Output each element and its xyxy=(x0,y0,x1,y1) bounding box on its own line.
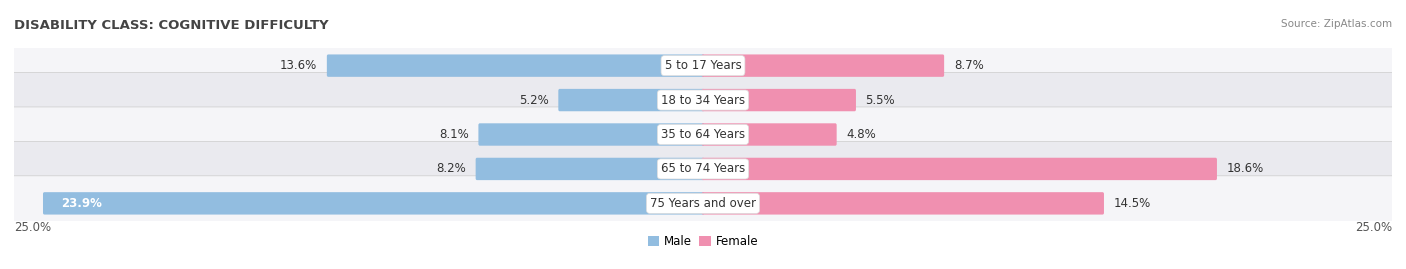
Text: 14.5%: 14.5% xyxy=(1114,197,1152,210)
Text: 8.1%: 8.1% xyxy=(439,128,468,141)
Legend: Male, Female: Male, Female xyxy=(643,230,763,253)
FancyBboxPatch shape xyxy=(6,38,1400,93)
Text: 35 to 64 Years: 35 to 64 Years xyxy=(661,128,745,141)
FancyBboxPatch shape xyxy=(6,176,1400,231)
Text: 5 to 17 Years: 5 to 17 Years xyxy=(665,59,741,72)
Text: 5.5%: 5.5% xyxy=(866,94,896,107)
FancyBboxPatch shape xyxy=(702,54,945,77)
Text: 8.7%: 8.7% xyxy=(953,59,984,72)
FancyBboxPatch shape xyxy=(702,123,837,146)
FancyBboxPatch shape xyxy=(478,123,704,146)
FancyBboxPatch shape xyxy=(475,158,704,180)
Text: DISABILITY CLASS: COGNITIVE DIFFICULTY: DISABILITY CLASS: COGNITIVE DIFFICULTY xyxy=(14,19,329,32)
Text: 65 to 74 Years: 65 to 74 Years xyxy=(661,162,745,175)
Text: 4.8%: 4.8% xyxy=(846,128,876,141)
FancyBboxPatch shape xyxy=(6,107,1400,162)
FancyBboxPatch shape xyxy=(702,192,1104,215)
Text: 5.2%: 5.2% xyxy=(519,94,548,107)
FancyBboxPatch shape xyxy=(44,192,704,215)
Text: Source: ZipAtlas.com: Source: ZipAtlas.com xyxy=(1281,19,1392,29)
FancyBboxPatch shape xyxy=(702,158,1218,180)
Text: 8.2%: 8.2% xyxy=(436,162,465,175)
Text: 13.6%: 13.6% xyxy=(280,59,318,72)
FancyBboxPatch shape xyxy=(702,89,856,111)
Text: 75 Years and over: 75 Years and over xyxy=(650,197,756,210)
FancyBboxPatch shape xyxy=(6,141,1400,196)
FancyBboxPatch shape xyxy=(326,54,704,77)
Text: 25.0%: 25.0% xyxy=(14,221,51,233)
Text: 18.6%: 18.6% xyxy=(1226,162,1264,175)
Text: 25.0%: 25.0% xyxy=(1355,221,1392,233)
FancyBboxPatch shape xyxy=(558,89,704,111)
Text: 23.9%: 23.9% xyxy=(60,197,101,210)
Text: 18 to 34 Years: 18 to 34 Years xyxy=(661,94,745,107)
FancyBboxPatch shape xyxy=(6,73,1400,128)
